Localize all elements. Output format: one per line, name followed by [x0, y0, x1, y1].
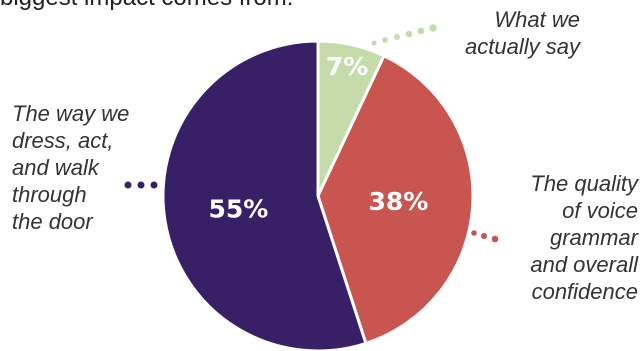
annotation-line: grammar	[549, 225, 638, 250]
slice-value-label: 7%	[326, 52, 368, 81]
annotation-what-we-say: What we actually say	[440, 6, 580, 60]
leader-dot	[371, 40, 377, 46]
annotation-line: the door	[12, 209, 93, 234]
annotation-line: What we	[494, 7, 580, 32]
annotation-line: through	[12, 182, 87, 207]
annotation-line: The way we	[12, 101, 130, 126]
annotation-line: confidence	[531, 279, 638, 304]
annotation-line: and overall	[530, 252, 638, 277]
leader-dot	[491, 235, 499, 243]
leader-dot	[405, 30, 413, 38]
annotation-voice-quality: The quality of voice grammar and overall…	[500, 170, 638, 305]
leader-dot	[481, 233, 487, 239]
slice-value-label: 38%	[369, 187, 429, 216]
chart-heading: biggest impact comes from:	[0, 0, 293, 12]
annotation-line: dress, act,	[12, 128, 114, 153]
leader-dot	[382, 37, 388, 43]
leader-dot	[417, 27, 425, 35]
slice-value-label: 55%	[208, 195, 268, 224]
leader-dot	[429, 24, 437, 32]
leader-dot	[137, 181, 145, 189]
annotation-dress-act-walk: The way we dress, act, and walk through …	[12, 100, 152, 235]
annotation-line: actually say	[465, 34, 580, 59]
leader-dot	[150, 181, 158, 189]
pie-slice	[161, 39, 368, 351]
leader-dot	[394, 34, 400, 40]
leader-dot	[124, 181, 132, 189]
leader-dot	[471, 230, 477, 236]
pie-slice	[316, 54, 475, 345]
annotation-line: The quality	[530, 171, 638, 196]
annotation-line: of voice	[562, 198, 638, 223]
annotation-line: and walk	[12, 155, 99, 180]
leader-dot	[461, 227, 467, 233]
